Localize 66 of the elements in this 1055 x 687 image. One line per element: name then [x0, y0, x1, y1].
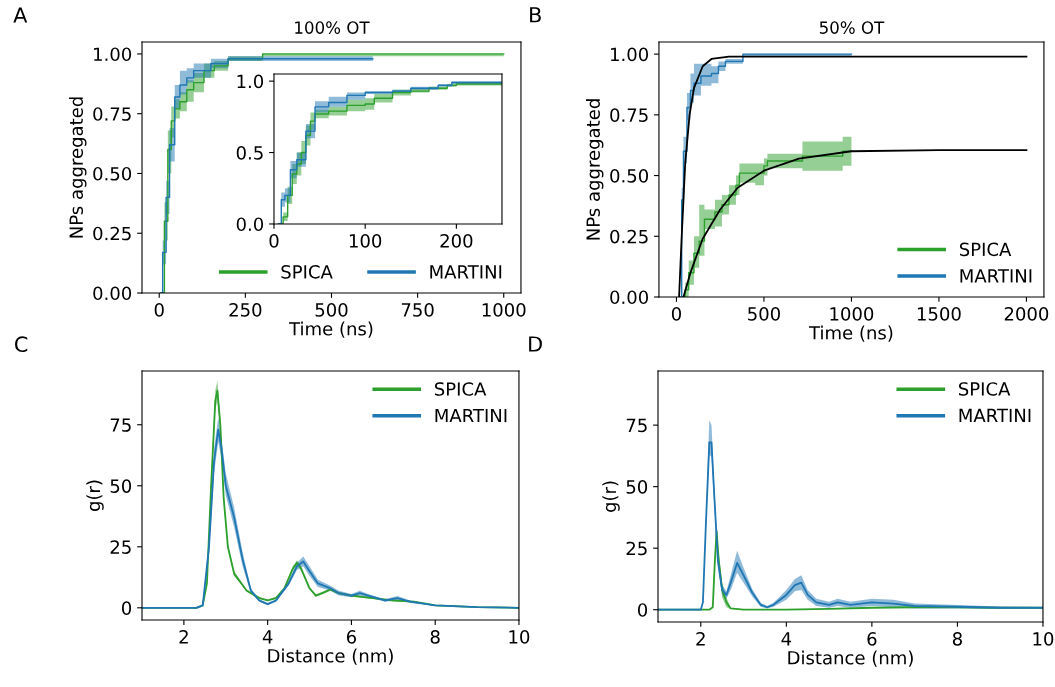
y-tick-label: 0.25 [610, 229, 648, 244]
legend-label: SPICA [959, 242, 1012, 257]
x-tick-label: 6 [867, 632, 877, 646]
legend-label: SPICA [281, 265, 333, 279]
x-tick-label: 750 [401, 303, 434, 317]
text: C [15, 336, 28, 353]
legend-label: MARTINI [435, 408, 507, 423]
x-tick-label: 8 [952, 632, 962, 646]
legend-label: SPICA [958, 382, 1011, 396]
x-tick-label: 250 [229, 303, 262, 317]
x-tick-label: 100 [349, 234, 382, 248]
chart-title: 100% OT [295, 21, 370, 34]
x-axis-title: Distance (nm) [788, 650, 913, 667]
legend-label: MARTINI [959, 408, 1031, 423]
legend-label: MARTINI [430, 265, 502, 279]
x-tick-label: 2000 [1004, 307, 1049, 321]
y-tick-label: 75 [626, 418, 647, 433]
y-tick-label: 0.75 [93, 107, 131, 121]
x-tick-label: 200 [440, 234, 473, 248]
y-tick-label: 1.00 [94, 47, 132, 62]
y-tick-label: 0.5 [236, 146, 263, 160]
y-tick-label: 0.00 [610, 290, 649, 305]
x-tick-label: 10 [509, 630, 530, 644]
x-tick-label: 0 [269, 234, 279, 248]
y-tick-label: 75 [110, 418, 131, 432]
x-tick-label: 8 [430, 630, 440, 644]
y-tick-label: 0.50 [610, 169, 649, 183]
x-tick-label: 2 [696, 632, 705, 646]
y-tick-label: 0.75 [610, 108, 648, 122]
y-tick-label: 0 [637, 603, 648, 617]
y-tick-label: 0.00 [93, 286, 132, 301]
x-tick-label: 500 [748, 307, 780, 321]
y-tick-label: 0.25 [93, 226, 131, 241]
text: D [529, 336, 542, 352]
y-tick-label: 1.0 [237, 74, 264, 89]
x-tick-label: 1000 [482, 303, 526, 317]
y-axis-title: NPs aggregated [586, 99, 604, 240]
y-axis-title: NPs aggregated [69, 97, 87, 238]
x-tick-label: 0 [154, 303, 164, 317]
y-tick-label: 1.00 [611, 47, 649, 62]
y-tick-label: 0.50 [93, 166, 132, 181]
text: A [13, 7, 28, 23]
y-axis-title: g(r) [86, 480, 104, 512]
legend-label: SPICA [434, 382, 487, 396]
y-tick-label: 25 [110, 540, 131, 554]
x-tick-label: 4 [262, 630, 273, 644]
y-tick-label: 50 [110, 479, 132, 493]
y-tick-label: 0 [121, 601, 132, 615]
x-tick-label: 0 [671, 307, 681, 321]
x-axis-title: Time (ns) [289, 321, 373, 338]
x-tick-label: 10 [1033, 632, 1054, 646]
x-axis-title: Distance (nm) [268, 648, 393, 665]
y-tick-label: 0.0 [236, 217, 264, 232]
y-axis-title: g(r) [602, 481, 620, 512]
y-tick-label: 50 [626, 480, 648, 494]
x-tick-label: 6 [346, 630, 357, 644]
x-tick-label: 1000 [830, 307, 874, 321]
x-tick-label: 500 [315, 303, 348, 317]
x-tick-label: 1500 [917, 307, 961, 321]
legend-label: MARTINI [960, 269, 1032, 283]
x-tick-label: 2 [179, 630, 188, 644]
x-axis-title: Time (ns) [808, 325, 893, 342]
y-tick-label: 25 [626, 541, 647, 556]
chart-title: 50% OT [819, 21, 885, 34]
text: B [530, 7, 541, 23]
x-tick-label: 4 [781, 632, 792, 646]
